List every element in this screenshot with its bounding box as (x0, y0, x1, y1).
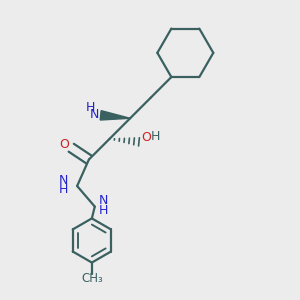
Text: O: O (59, 138, 69, 151)
Text: CH₃: CH₃ (81, 272, 103, 285)
Text: O: O (141, 131, 151, 144)
Polygon shape (100, 111, 130, 120)
Text: H: H (151, 130, 160, 143)
Text: N: N (90, 108, 100, 121)
Text: H: H (98, 204, 108, 217)
Text: N: N (59, 174, 69, 187)
Text: N: N (98, 194, 108, 207)
Text: H: H (86, 101, 95, 115)
Text: H: H (59, 183, 69, 196)
